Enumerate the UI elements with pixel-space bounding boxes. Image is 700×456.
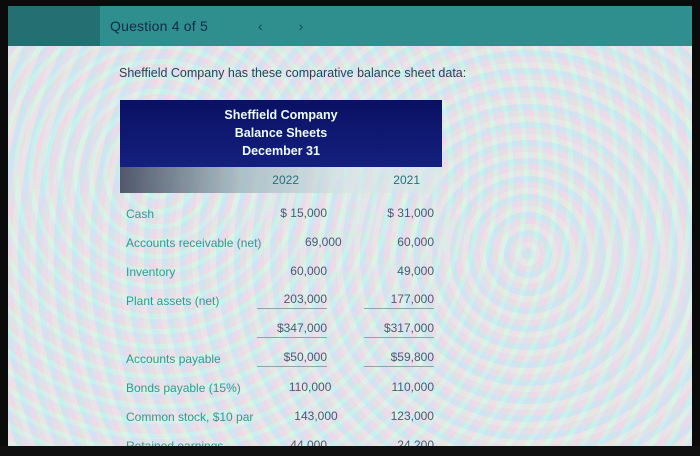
value-2021: 177,000: [339, 292, 442, 310]
row-label: Inventory: [126, 264, 176, 279]
statement-name: Balance Sheets: [234, 126, 328, 141]
value-text: 143,000: [294, 408, 338, 423]
question-content-area: Sheffield Company has these comparative …: [8, 46, 692, 446]
table-row: Retained earnings 44,000 24,200: [120, 431, 442, 446]
value-text: 110,000: [288, 379, 332, 394]
company-name: Sheffield Company: [224, 108, 338, 122]
table-title-block: Sheffield Company Balance Sheets Decembe…: [120, 100, 442, 168]
value-text: 49,000: [397, 263, 434, 278]
value-2021: $ 31,000: [339, 206, 442, 222]
value-text: 24,200: [397, 437, 434, 446]
row-label: Common stock, $10 par: [126, 409, 254, 424]
statement-date: December 31: [242, 144, 320, 159]
column-header-2022: 2022: [272, 173, 299, 188]
question-progress-label: Question 4 of 5: [110, 18, 208, 34]
row-label: Plant assets (net): [126, 293, 220, 308]
value-text: $317,000: [364, 321, 434, 339]
value-2022: $ 15,000: [232, 206, 339, 222]
header-corner-block: [8, 6, 100, 46]
table-row: Inventory 60,000 49,000: [120, 257, 442, 286]
value-2022: 110,000: [241, 380, 344, 396]
column-header-2021: 2021: [393, 173, 420, 188]
value-2021: 110,000: [343, 380, 442, 396]
value-2022: 60,000: [232, 264, 339, 280]
question-intro-text: Sheffield Company has these comparative …: [119, 66, 467, 80]
value-2022: $347,000: [232, 321, 339, 339]
value-text: $50,000: [257, 350, 327, 368]
value-text: 177,000: [364, 292, 434, 310]
value-2021: $317,000: [339, 321, 442, 339]
row-label: Cash: [126, 206, 155, 221]
table-row: Common stock, $10 par 143,000 123,000: [120, 402, 442, 431]
question-header-bar: Question 4 of 5 ‹ ›: [8, 6, 692, 46]
value-2021: $59,800: [339, 350, 442, 368]
row-label: Bonds payable (15%): [126, 380, 241, 395]
row-label: Accounts receivable (net): [126, 235, 262, 250]
balance-sheet-table: Sheffield Company Balance Sheets Decembe…: [120, 100, 442, 446]
value-2021: 60,000: [354, 235, 442, 251]
value-text: 60,000: [397, 234, 434, 249]
table-row: Plant assets (net) 203,000 177,000: [120, 286, 442, 315]
column-header-row: 2022 2021: [120, 167, 442, 194]
value-text: 69,000: [305, 234, 342, 249]
table-row: Accounts payable $50,000 $59,800: [120, 344, 442, 373]
value-2021: 24,200: [339, 438, 442, 446]
value-2021: 123,000: [350, 409, 442, 425]
table-row: Accounts receivable (net) 69,000 60,000: [120, 228, 442, 257]
value-text: $ 31,000: [387, 205, 434, 220]
table-row: Cash $ 15,000 $ 31,000: [120, 199, 442, 228]
value-text: 60,000: [290, 263, 327, 278]
table-row-total-assets: $347,000 $317,000: [120, 315, 442, 344]
row-label: Retained earnings: [126, 438, 224, 446]
value-text: $59,800: [364, 350, 434, 368]
value-text: 123,000: [390, 408, 434, 423]
value-text: $ 15,000: [280, 205, 327, 220]
value-2022: 143,000: [253, 409, 349, 425]
value-text: 110,000: [391, 379, 435, 394]
value-2022: 69,000: [261, 235, 353, 251]
value-2021: 49,000: [339, 264, 442, 280]
bottom-black-bar: [0, 446, 700, 456]
value-text: $347,000: [257, 321, 327, 339]
table-row: Bonds payable (15%) 110,000 110,000: [120, 373, 442, 402]
value-2022: 44,000: [232, 438, 339, 446]
previous-question-button[interactable]: ‹: [250, 15, 271, 37]
value-text: 203,000: [257, 292, 327, 310]
row-label: Accounts payable: [126, 351, 221, 366]
value-2022: 203,000: [232, 292, 339, 310]
value-2022: $50,000: [232, 350, 339, 368]
value-text: 44,000: [290, 437, 327, 446]
next-question-button[interactable]: ›: [291, 15, 312, 37]
